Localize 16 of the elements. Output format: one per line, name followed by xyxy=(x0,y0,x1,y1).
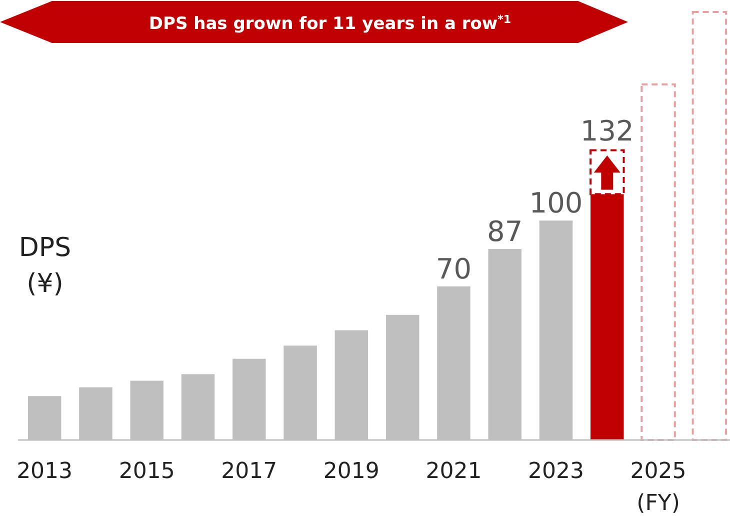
y-axis-title: DPS (¥) xyxy=(18,233,72,299)
x-tick-label: 2019 xyxy=(323,459,380,484)
x-tick-label: 2015 xyxy=(118,459,175,484)
x-axis-title: (FY) xyxy=(636,491,680,516)
total-label: 132 xyxy=(580,114,634,148)
data-label: 87 xyxy=(487,215,523,248)
bar xyxy=(692,11,728,441)
x-tick-label: 2021 xyxy=(426,459,482,484)
bar xyxy=(640,83,676,441)
x-tick-label: 2023 xyxy=(528,459,584,484)
x-tick-label: 2025 xyxy=(630,459,686,484)
data-label: 100 xyxy=(529,186,583,220)
chart-title: DPS has grown for 11 years in a row$^{*1}$ xyxy=(148,12,512,34)
data-label: 70 xyxy=(436,252,472,286)
x-tick-label: 2017 xyxy=(221,459,278,484)
x-tick-label: 2013 xyxy=(16,459,73,484)
